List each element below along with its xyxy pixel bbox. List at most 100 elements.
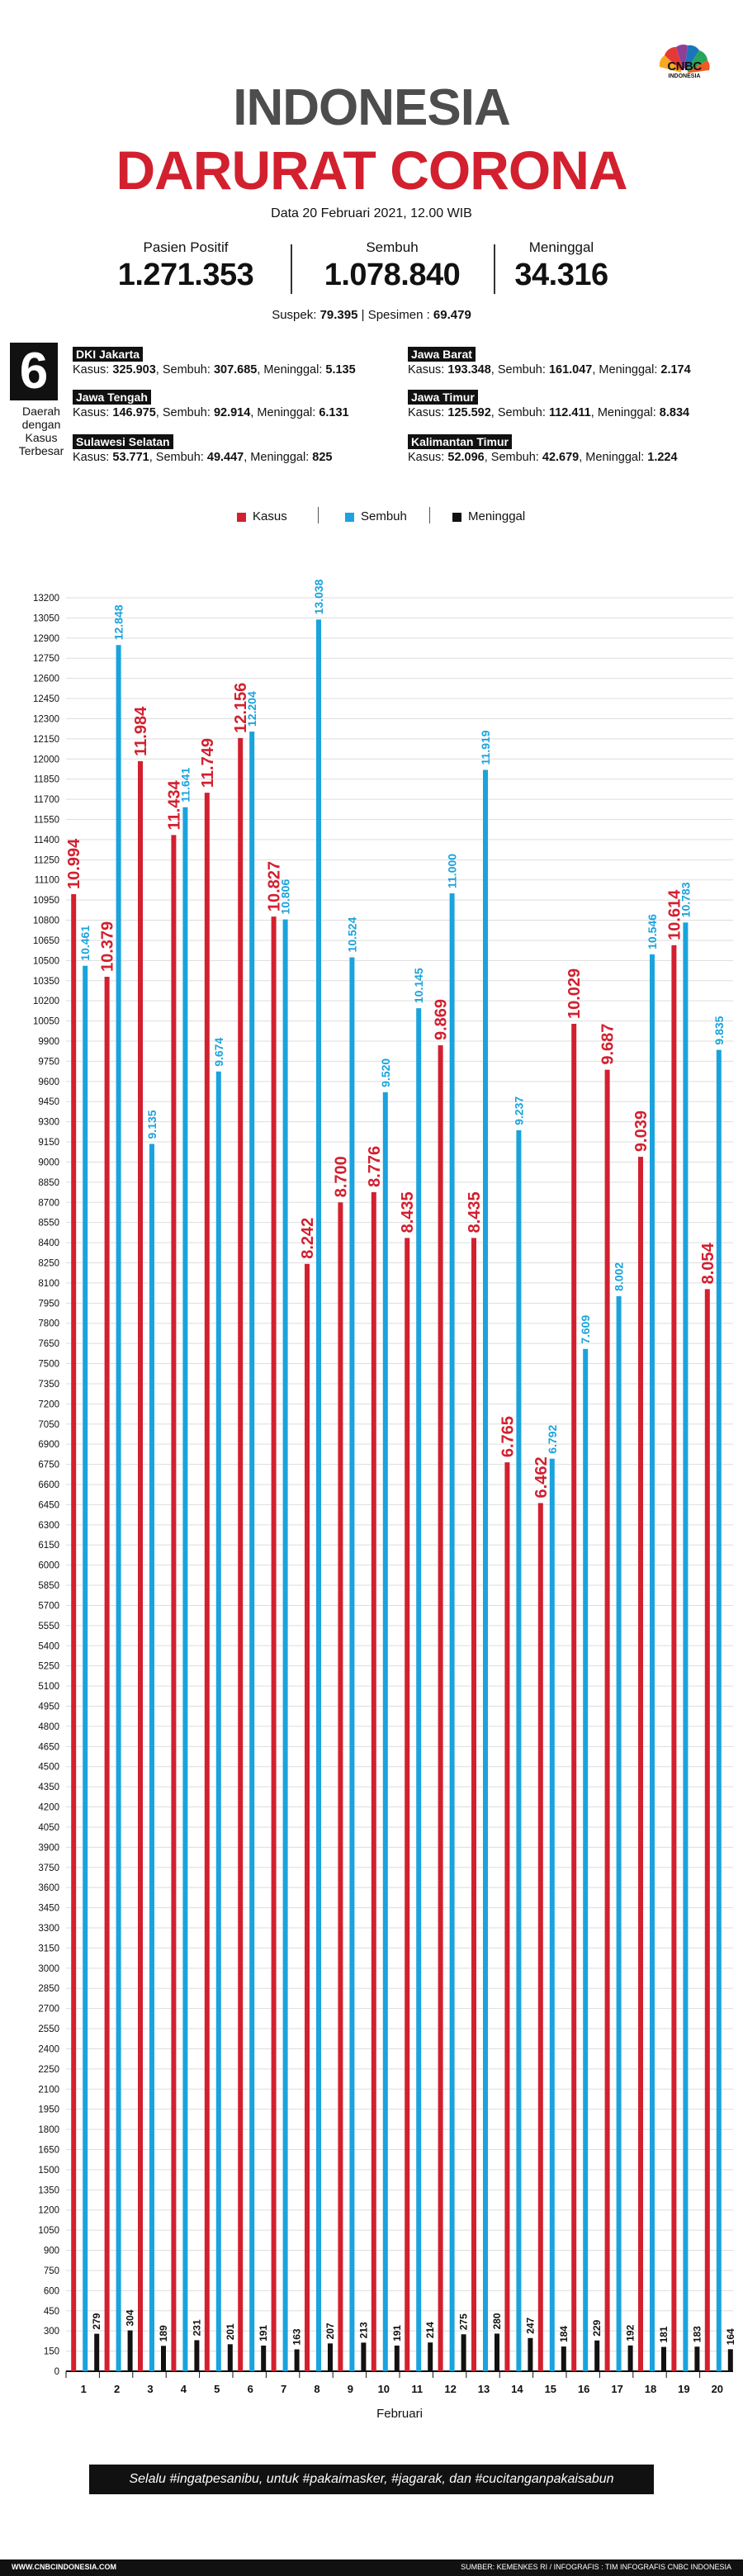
bottom-bar [0,2559,743,2576]
y-tick-label: 3750 [38,1863,59,1873]
region-kasus-label: Kasus: [408,406,445,419]
data-label-meninggal: 189 [158,2325,169,2342]
website-text: WWW.CNBCINDONESIA.COM [12,2563,116,2571]
legend-label: Kasus [253,509,287,523]
y-tick-label: 4350 [38,1783,59,1792]
bar-meninggal [627,2345,633,2371]
y-tick-label: 6450 [38,1500,59,1510]
y-tick-label: 10350 [33,977,59,987]
y-tick-label: 6150 [38,1541,59,1551]
region-item: Kalimantan Timur Kasus: 52.096, Sembuh: 4… [408,434,678,464]
bar-meninggal [428,2342,433,2371]
legend-sembuh: Sembuh [345,509,407,523]
stat-value: 1.271.353 [117,258,254,292]
y-tick-label: 3450 [38,1904,59,1914]
bar-chart: 0 150 300 450 600 750 900 1050 1200 1350 1500 1650 1… [33,579,736,2421]
data-label-kasus: 12.156 [232,683,250,733]
bar-kasus [271,916,277,2371]
y-tick-label: 2700 [38,2005,59,2015]
region-meninggal: 1.224 [647,451,678,464]
data-label-meninggal: 279 [91,2313,102,2329]
data-label-meninggal: 201 [225,2323,236,2340]
y-tick-label: 12150 [33,735,59,745]
region-sembuh-label: Sembuh: [497,406,546,419]
stat-label: Sembuh [366,239,419,255]
x-tick-label: 2 [114,2383,120,2395]
data-label-sembuh: 9.674 [212,1038,225,1067]
bar-kasus [71,893,77,2371]
bar-kasus [104,977,110,2371]
bar-sembuh [483,769,488,2371]
bar-kasus [171,835,177,2371]
region-item: Sulawesi Selatan Kasus: 53.771, Sembuh: 4… [73,434,332,464]
bar-sembuh [449,893,455,2371]
y-tick-label: 8550 [38,1219,59,1229]
suspek-value: 79.395 [319,308,358,322]
region-name: Kalimantan Timur [408,434,512,449]
bar-meninggal [394,2345,400,2371]
data-label-kasus: 9.039 [632,1110,651,1152]
logo-subtext: INDONESIA [668,73,701,79]
slogan-banner: Selalu #ingatpesanibu, untuk #pakaimaske… [89,2465,654,2494]
y-tick-label: 3150 [38,1944,59,1953]
data-label-sembuh: 10.145 [412,968,425,1003]
bar-sembuh [182,807,188,2371]
y-tick-label: 13200 [33,594,59,604]
data-label-sembuh: 11.919 [479,730,492,765]
region-name: Sulawesi Selatan [73,434,173,449]
data-label-meninggal: 247 [524,2317,536,2333]
y-tick-label: 2550 [38,2024,59,2034]
data-label-meninggal: 192 [625,2324,637,2341]
data-label-meninggal: 184 [558,2326,570,2342]
y-tick-label: 5250 [38,1662,59,1672]
region-detail: Kasus: 146.975, Sembuh: 92.914, Meningga… [73,406,349,419]
x-tick-label: 10 [378,2383,390,2395]
bar-sembuh [215,1071,221,2371]
bar-kasus [671,945,677,2371]
y-tick-label: 150 [44,2347,59,2357]
data-label-meninggal: 164 [725,2328,736,2345]
bar-meninggal [127,2330,133,2371]
data-label-kasus: 6.462 [532,1456,551,1498]
y-tick-label: 5100 [38,1682,59,1692]
y-tick-label: 2850 [38,1984,59,1994]
region-sembuh: 49.447 [206,451,244,464]
y-tick-label: 1650 [38,2146,59,2156]
y-tick-label: 3600 [38,1883,59,1893]
region-sembuh-label: Sembuh: [155,451,204,464]
bar-sembuh [382,1091,388,2371]
title-line-2: DARURAT CORONA [116,140,627,201]
legend-swatch [345,512,354,522]
region-item: Jawa Barat Kasus: 193.348, Sembuh: 161.04… [408,347,691,376]
data-label-kasus: 8.242 [299,1218,317,1259]
data-label-kasus: 8.435 [466,1191,484,1233]
y-tick-label: 1800 [38,2125,59,2135]
region-kasus: 193.348 [447,363,491,376]
y-tick-label: 11250 [34,855,59,865]
stat-meninggal: Meninggal 34.316 [495,239,627,293]
stat-value: 34.316 [514,258,608,292]
x-tick-label: 9 [348,2383,353,2395]
y-tick-label: 12300 [33,714,59,724]
y-tick-label: 9450 [38,1097,59,1107]
x-tick-label: 1 [81,2383,87,2395]
region-kasus-label: Kasus: [73,451,110,464]
region-name: Jawa Tengah [73,390,151,405]
stat-sembuh: Sembuh 1.078.840 [297,239,487,293]
data-label-meninggal: 183 [691,2326,703,2342]
bar-meninggal [495,2333,499,2371]
y-tick-label: 8850 [38,1178,59,1188]
y-tick-label: 9600 [38,1077,59,1087]
y-tick-label: 750 [44,2266,59,2276]
y-tick-label: 11850 [34,775,59,785]
data-label-kasus: 8.054 [699,1242,717,1284]
y-tick-label: 9300 [38,1118,59,1128]
y-tick-label: 900 [44,2247,59,2256]
x-tick-label: 5 [214,2383,220,2395]
logo-text: CNBC [667,59,702,73]
bar-sembuh [349,957,355,2371]
y-tick-label: 4500 [38,1763,59,1773]
x-tick-label: 19 [678,2383,689,2395]
data-label-kasus: 11.749 [199,738,217,788]
bar-kasus [638,1157,643,2371]
